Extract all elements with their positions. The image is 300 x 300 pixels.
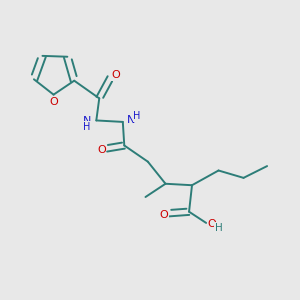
- Text: O: O: [159, 210, 168, 220]
- Text: O: O: [207, 218, 216, 229]
- Text: H: H: [214, 223, 222, 232]
- Text: H: H: [133, 111, 141, 121]
- Text: O: O: [49, 97, 58, 107]
- Text: O: O: [97, 145, 106, 155]
- Text: N: N: [127, 116, 135, 125]
- Text: N: N: [83, 116, 91, 126]
- Text: O: O: [111, 70, 120, 80]
- Text: H: H: [83, 122, 91, 132]
